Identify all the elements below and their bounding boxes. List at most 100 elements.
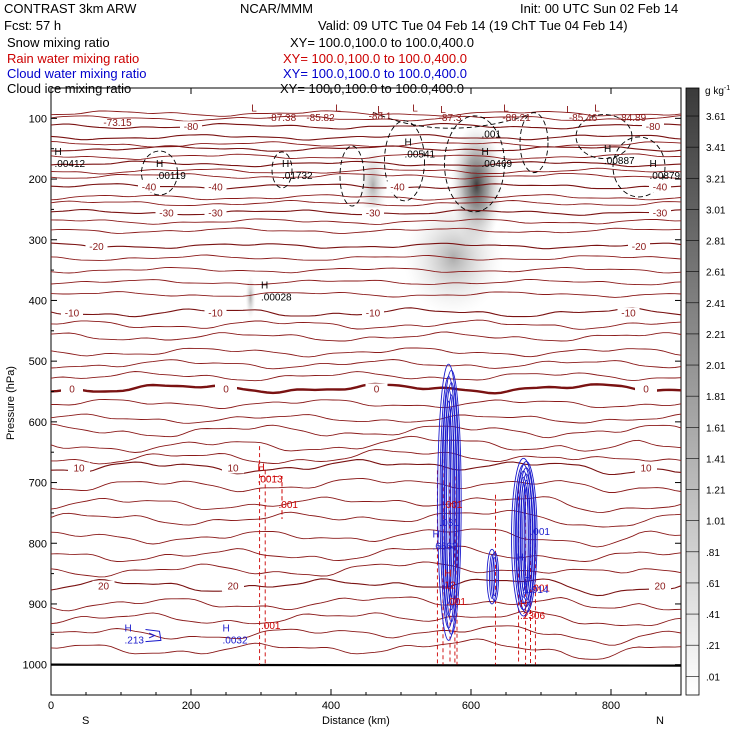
isotherm-labeled <box>50 122 682 130</box>
ice-high-value: .01732 <box>282 171 313 182</box>
ice-contour <box>575 114 633 160</box>
top-temp-label: -88.1 <box>369 111 392 122</box>
isotherm-label: -80 <box>646 122 661 133</box>
surface-line <box>50 663 682 667</box>
y-tick-label: 500 <box>29 356 47 368</box>
isotherm-label-bg <box>635 462 657 474</box>
color-bar-label: 1.81 <box>706 392 726 403</box>
isotherm-label-bg <box>386 181 409 193</box>
isotherm-label-bg <box>365 383 388 395</box>
isotherm-label-bg <box>649 181 671 193</box>
valid-time: Valid: 09 UTC Tue 04 Feb 14 (19 ChT Tue … <box>318 18 628 33</box>
isotherm-label-bg <box>61 383 83 395</box>
low-marker: L <box>440 105 446 116</box>
isotherm-label: -30 <box>208 208 223 219</box>
isotherm <box>50 347 682 358</box>
low-marker: L <box>251 103 257 114</box>
color-bar-label: 1.61 <box>706 423 726 434</box>
low-marker: L <box>377 105 383 116</box>
cloud-water-contour <box>511 457 536 617</box>
cloud-water-contour <box>145 628 162 643</box>
ice-high-marker: H <box>282 159 289 170</box>
isotherm <box>50 510 682 528</box>
cloud-water-contour-label: .081 <box>440 518 460 529</box>
cloud-water-contour <box>520 483 527 592</box>
temperature-contours <box>50 110 682 667</box>
rain-contour-label: .001 <box>443 500 463 511</box>
isotherm <box>50 638 682 660</box>
isotherm-label-bg <box>204 307 227 319</box>
org-title: NCAR/MMM <box>240 1 313 16</box>
isotherm <box>50 496 682 513</box>
ice-high-marker: H <box>482 147 489 158</box>
x-tick-label: 600 <box>462 700 480 712</box>
color-bar-label: .21 <box>706 641 720 652</box>
isotherm-label-bg <box>649 207 671 219</box>
isotherm-label-bg <box>635 383 657 395</box>
isotherm-label: 10 <box>227 463 239 474</box>
ice-contour <box>519 112 549 174</box>
top-temp-label: -84.89 <box>618 113 647 124</box>
low-marker: L <box>594 103 600 114</box>
isotherm <box>50 371 682 382</box>
cloud-water-contour <box>492 557 498 597</box>
x-axis-left-end: S <box>82 715 89 727</box>
snow-left-core <box>359 147 387 224</box>
isotherm-label-bg <box>180 121 202 133</box>
color-bar-label: 2.41 <box>706 299 726 310</box>
isotherm-label: 20 <box>654 582 666 593</box>
ice-contour <box>612 136 666 198</box>
cloud-water-contour <box>519 473 533 601</box>
x-tick-label: 200 <box>182 700 200 712</box>
isotherm <box>51 625 682 646</box>
rain-contour-label: .001 <box>279 500 299 511</box>
rain-high-value: 12 <box>444 581 456 592</box>
snow-weak-patch <box>245 275 256 320</box>
cloud-water-contour <box>446 412 452 592</box>
cloud-water-contour <box>439 376 458 629</box>
rain-contour-label: .001 <box>447 597 467 608</box>
cloud-water-high-marker: H <box>223 623 230 634</box>
forecast-hour: Fcst: 57 h <box>4 18 61 33</box>
isotherm-label: -10 <box>65 309 80 320</box>
isotherm-label-bg <box>155 207 178 219</box>
isotherm <box>50 478 682 493</box>
ice-contour <box>444 115 505 213</box>
y-tick-label: 400 <box>29 295 47 307</box>
cloud-water-contour <box>441 369 462 635</box>
isotherm-label-bg <box>61 307 83 319</box>
legend-cloud-water-xy: XY= 100.0,100.0 to 100.0,400.0 <box>283 66 467 81</box>
isotherm-label-bg <box>642 121 664 133</box>
isotherm <box>50 561 682 578</box>
cloud-water-contour <box>522 479 531 595</box>
ice-high-marker: H <box>604 144 611 155</box>
isotherm-label: 0 <box>69 384 75 395</box>
isotherm <box>50 115 682 122</box>
y-tick-label: 800 <box>29 538 47 550</box>
cloud-water-contours <box>145 363 538 643</box>
top-temp-label: -85.46 <box>569 113 598 124</box>
color-bar: g kg-1 3.61 3.41 3.21 3.01 2.81 2.61 2.41 2.21 2… <box>685 85 730 696</box>
cloud-water-contour <box>443 382 460 623</box>
isotherm <box>51 399 682 409</box>
x-tick-label: 800 <box>602 700 620 712</box>
color-bar-label: 2.01 <box>706 361 726 372</box>
isotherm-label-bg <box>85 240 108 252</box>
isotherm-label: -20 <box>632 242 647 253</box>
cloud-water-contour <box>490 551 499 602</box>
snow-high-marker: H <box>261 280 268 291</box>
color-bar-label: 2.81 <box>706 237 726 248</box>
cloud-water-contour <box>513 464 534 611</box>
snow-shading-layer <box>245 123 504 320</box>
legend-snow-xy: XY= 100.0,100.0 to 100.0,400.0 <box>290 35 474 50</box>
isotherm-label: 10 <box>73 463 85 474</box>
rain-high-marker: H <box>520 599 527 610</box>
isotherm-label: -30 <box>159 208 174 219</box>
cloud-water-contour-label: .001 <box>531 527 551 538</box>
color-bar-label: 2.21 <box>706 330 726 341</box>
isotherm-label: 0 <box>374 384 380 395</box>
ice-high-value: .00119 <box>156 171 186 182</box>
isotherm <box>50 610 682 627</box>
isotherm-label: -30 <box>366 208 381 219</box>
isotherm-label: -10 <box>366 309 381 320</box>
